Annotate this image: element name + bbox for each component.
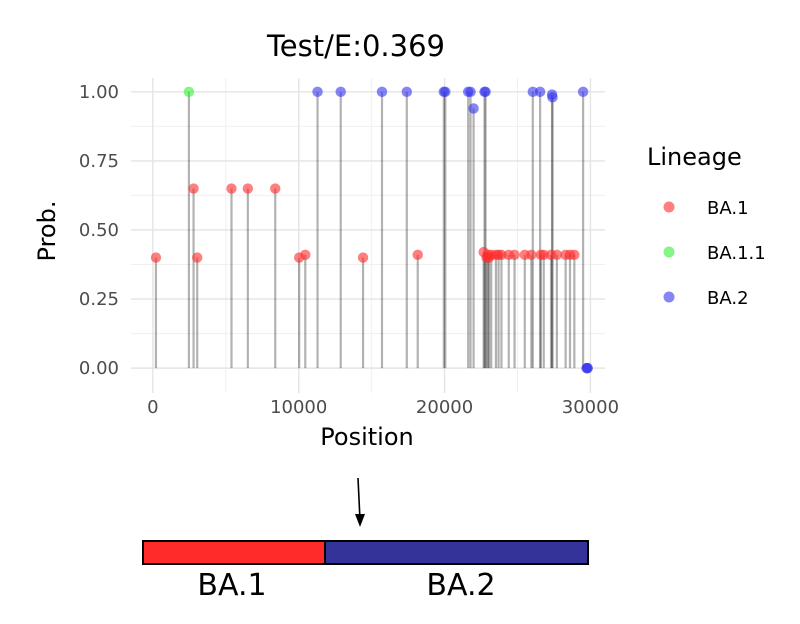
segment-ba2 (324, 540, 589, 565)
data-point-ba-1 (526, 249, 537, 261)
data-point-ba-2 (527, 86, 539, 98)
y-tick-label: 0.50 (79, 220, 119, 241)
segment-label-ba2: BA.2 (426, 568, 495, 603)
y-tick-label: 1.00 (79, 82, 119, 103)
data-point-ba-2 (480, 86, 491, 98)
data-point-ba-1 (357, 252, 369, 263)
data-point-ba-2 (465, 86, 476, 98)
data-point-ba-1 (188, 183, 199, 194)
y-tick-label: 0.25 (79, 289, 119, 310)
y-axis-title: Prob. (33, 201, 61, 262)
data-point-ba-1 (412, 249, 423, 261)
lineage-segment-bar: BA.1 BA.2 (142, 540, 589, 603)
breakpoint-arrow (355, 477, 365, 527)
data-point-ba-1 (150, 252, 162, 263)
x-axis-title: Position (320, 423, 413, 451)
data-point-ba-1 (242, 183, 254, 194)
legend-key (663, 291, 675, 303)
x-tick-label: 30000 (562, 397, 619, 418)
y-axis-ticks: 0.00 0.25 0.50 0.75 1.00 (79, 82, 119, 379)
data-point-ba-1 (538, 249, 549, 261)
data-point-ba-2 (577, 86, 589, 98)
data-point-ba-1 (300, 249, 311, 261)
data-point-ba-2 (440, 86, 451, 98)
y-tick-label: 0.00 (79, 358, 119, 379)
data-point-ba-2 (547, 92, 558, 103)
legend-key (663, 246, 675, 258)
legend-label: BA.1 (707, 198, 749, 219)
data-point-ba-1 (226, 183, 237, 194)
x-tick-label: 0 (147, 397, 158, 418)
data-point-ba-1 (270, 183, 281, 194)
data-point-ba-2 (376, 86, 388, 98)
x-tick-label: 20000 (416, 397, 473, 418)
legend-key (663, 201, 675, 213)
stems (154, 91, 585, 369)
segment-label-ba1: BA.1 (197, 568, 266, 603)
x-axis-ticks: 0 10000 20000 30000 (147, 397, 619, 418)
data-point-ba-1 (509, 249, 520, 261)
data-point-ba-2 (468, 103, 479, 114)
data-point-ba-2 (582, 362, 593, 374)
legend-entries: BA.1 BA.1.1 BA.2 (663, 198, 766, 309)
legend-label: BA.2 (707, 288, 749, 309)
data-point-ba-2 (312, 86, 323, 98)
x-tick-label: 10000 (270, 397, 327, 418)
legend-label: BA.1.1 (707, 243, 766, 264)
data-point-ba-1 (496, 249, 507, 261)
points (150, 86, 593, 374)
y-tick-label: 0.75 (79, 151, 119, 172)
grid (131, 78, 605, 393)
data-point-ba-2 (534, 86, 546, 98)
chart-title: Test/E:0.369 (266, 29, 445, 63)
data-point-ba-1 (551, 249, 563, 261)
data-point-ba-2 (401, 86, 412, 98)
segment-ba1 (142, 540, 326, 565)
legend: Lineage BA.1 BA.1.1 BA.2 (647, 143, 766, 309)
data-point-ba-1 (192, 252, 203, 263)
legend-title: Lineage (647, 143, 742, 171)
data-point-ba-1-1 (183, 86, 195, 98)
plot-panel (131, 78, 605, 393)
data-point-ba-2 (335, 86, 346, 98)
data-point-ba-1 (569, 249, 580, 261)
